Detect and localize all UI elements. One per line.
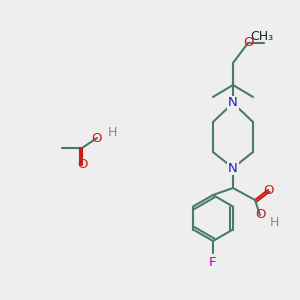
Text: N: N (228, 161, 238, 175)
Text: O: O (263, 184, 273, 196)
Text: O: O (255, 208, 265, 221)
Text: F: F (209, 256, 217, 269)
Text: CH₃: CH₃ (250, 31, 274, 44)
Text: H: H (269, 215, 279, 229)
Text: N: N (228, 97, 238, 110)
Text: O: O (243, 37, 253, 50)
Text: H: H (107, 127, 117, 140)
Text: O: O (77, 158, 87, 172)
Text: O: O (92, 131, 102, 145)
